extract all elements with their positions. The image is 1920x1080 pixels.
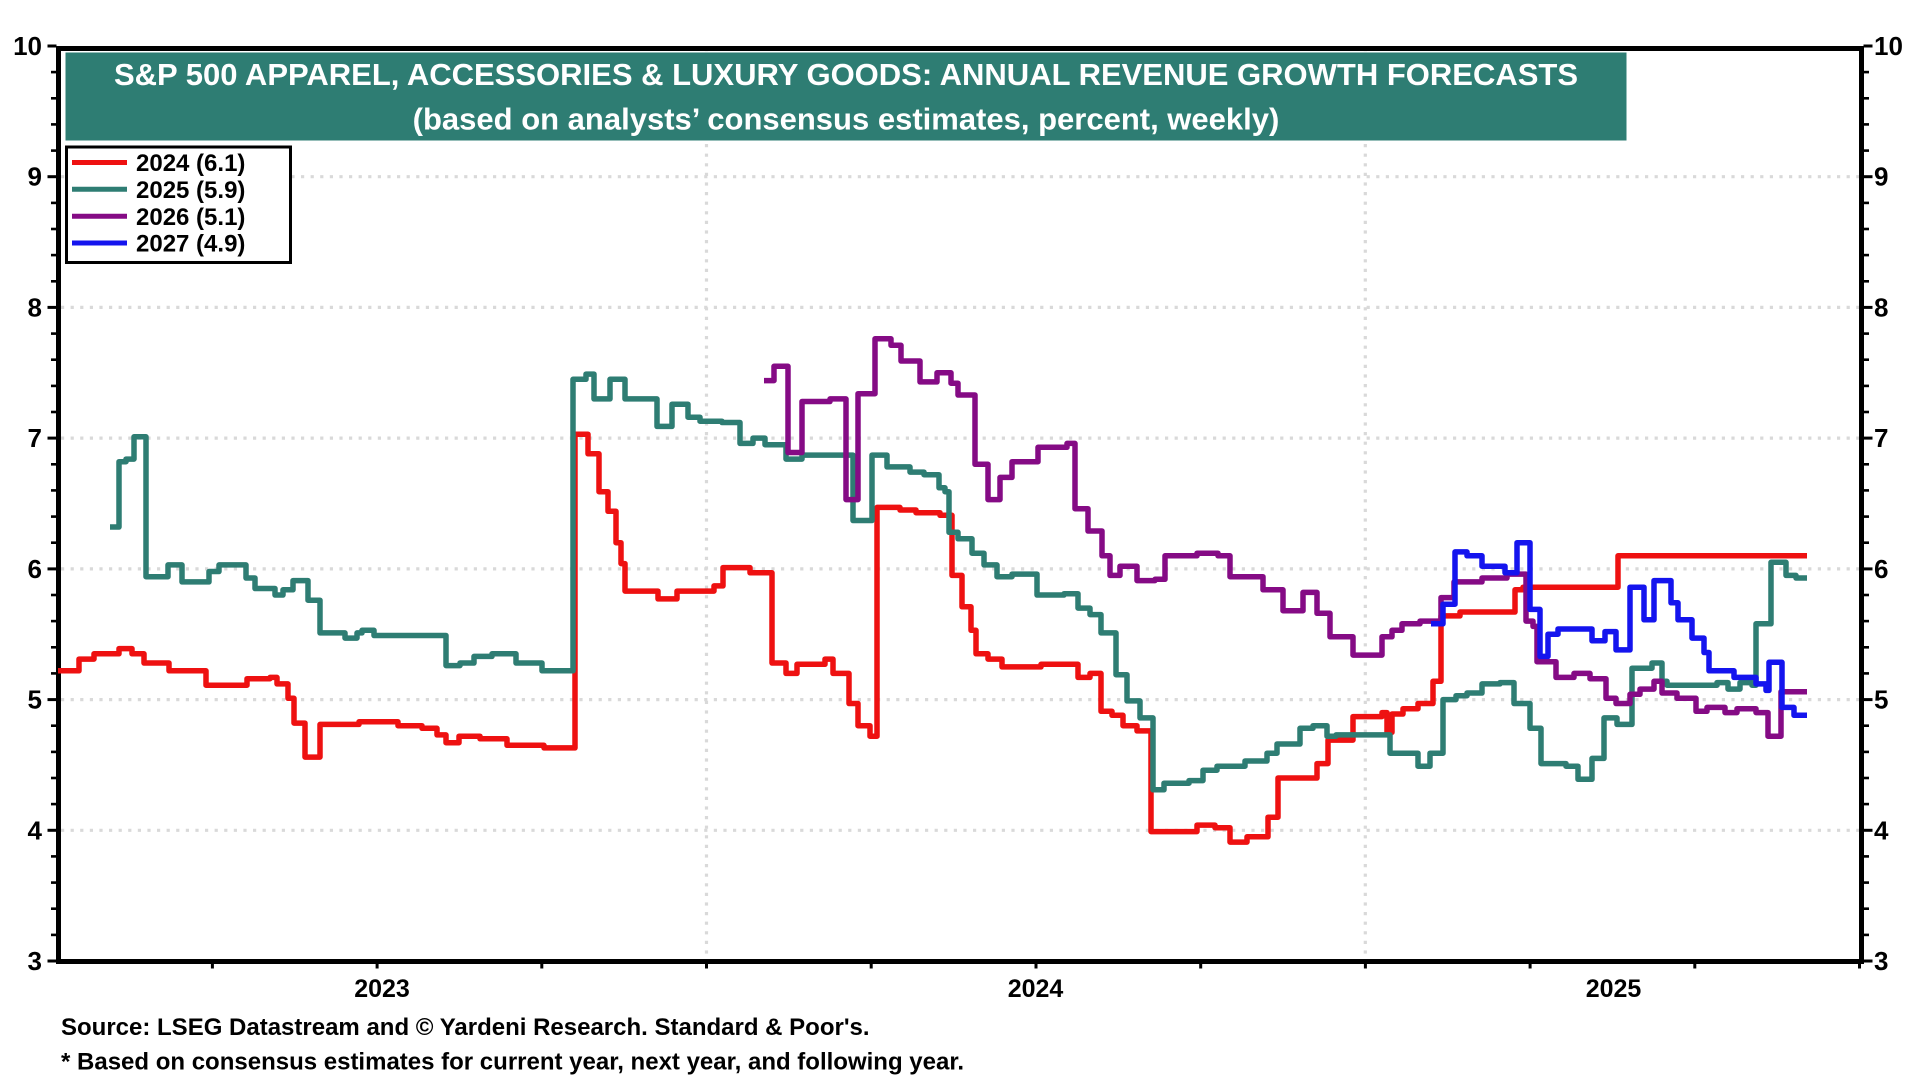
svg-text:6: 6 [1874, 554, 1888, 584]
svg-text:3: 3 [1874, 946, 1888, 976]
svg-text:5: 5 [28, 685, 42, 715]
svg-text:Source: LSEG Datastream and ©: Source: LSEG Datastream and © Yardeni Re… [61, 1014, 870, 1041]
svg-text:3: 3 [28, 946, 42, 976]
svg-text:2025 (5.9): 2025 (5.9) [136, 177, 245, 204]
svg-text:* Based on consensus estimates: * Based on consensus estimates for curre… [61, 1049, 964, 1076]
svg-text:4: 4 [1874, 815, 1889, 845]
svg-text:9: 9 [28, 162, 42, 192]
svg-text:9: 9 [1874, 162, 1888, 192]
svg-text:2024: 2024 [1008, 975, 1064, 1003]
svg-text:2024 (6.1): 2024 (6.1) [136, 150, 245, 177]
svg-text:5: 5 [1874, 685, 1888, 715]
svg-text:10: 10 [1874, 31, 1903, 61]
svg-text:S&P 500 APPAREL, ACCESSORIES &: S&P 500 APPAREL, ACCESSORIES & LUXURY GO… [114, 57, 1578, 92]
svg-text:7: 7 [28, 423, 42, 453]
svg-text:(based on analysts’ consensus: (based on analysts’ consensus estimates,… [413, 102, 1280, 137]
svg-text:2027 (4.9): 2027 (4.9) [136, 231, 245, 258]
svg-text:2025: 2025 [1586, 975, 1642, 1003]
svg-text:4: 4 [28, 815, 43, 845]
svg-text:6: 6 [28, 554, 42, 584]
svg-text:7: 7 [1874, 423, 1888, 453]
svg-text:8: 8 [28, 292, 42, 322]
svg-text:8: 8 [1874, 292, 1888, 322]
svg-text:2026 (5.1): 2026 (5.1) [136, 204, 245, 231]
svg-text:10: 10 [13, 31, 42, 61]
svg-text:2023: 2023 [354, 975, 410, 1003]
